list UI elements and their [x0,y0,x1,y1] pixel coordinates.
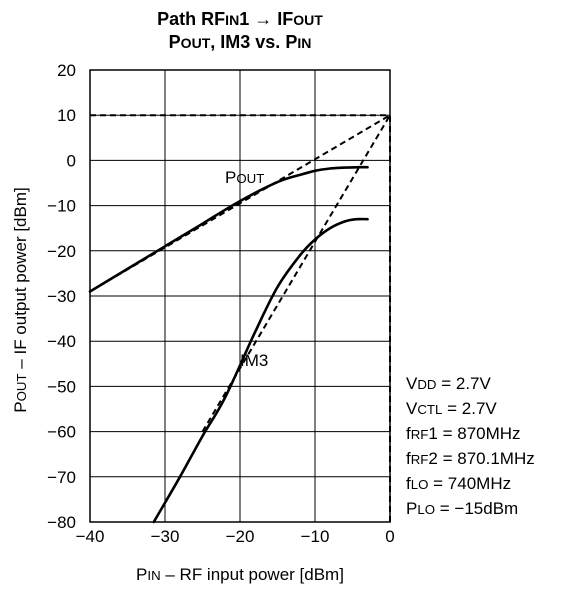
y-tick-label: 0 [67,151,76,170]
series-line-pout [88,165,369,293]
y-tick-labels: −80 −70 −60 −50 −40 −30 −20 −10 0 10 20 [47,61,76,532]
condition-text: fLO = 740MHz [406,474,511,493]
y-tick-label: −70 [47,468,76,487]
condition-text: fRF1 = 870MHz [406,424,521,443]
x-tick-label: −10 [301,527,330,546]
test-conditions: VDD = 2.7V VCTL = 2.7V fRF1 = 870MHz fRF2 =… [406,374,535,518]
grid [90,70,390,522]
condition-text: VDD = 2.7V [406,374,491,393]
x-axis-label: PIN – RF input power [dBm] [136,565,344,584]
y-tick-label: −60 [47,423,76,442]
axis-labels: PIN – RF input power [dBm] POUT – IF outp… [11,187,344,584]
y-tick-label: −40 [47,332,76,351]
y-tick-label: 10 [57,106,76,125]
y-tick-label: −30 [47,287,76,306]
y-tick-label: −80 [47,513,76,532]
series-labels: POUT IM3 [225,168,268,370]
x-tick-labels: −40 −30 −20 −10 0 [76,527,395,546]
condition-text: fRF2 = 870.1MHz [406,449,535,468]
reference-line [89,114,391,293]
x-tick-label: −30 [151,527,180,546]
y-tick-label: −10 [47,197,76,216]
y-tick-label: −50 [47,377,76,396]
series-label: POUT [225,168,264,187]
y-axis-label: POUT – IF output power [dBm] [11,187,30,412]
x-tick-label: 0 [385,527,394,546]
plot-frame [89,69,391,523]
x-tick-label: −20 [226,527,255,546]
series-lines [88,165,369,524]
chart-title-line: Path RFIN1 → IFOUT [157,9,323,29]
chart-title: Path RFIN1 → IFOUT POUT, IM3 vs. PIN [157,9,323,52]
condition-text: PLO = −15dBm [406,499,518,518]
chart-title-line: POUT, IM3 vs. PIN [169,32,312,52]
condition-text: VCTL = 2.7V [406,399,497,418]
y-tick-label: −20 [47,242,76,261]
series-label: IM3 [240,351,268,370]
series-line-im3 [152,217,369,524]
y-tick-label: 20 [57,61,76,80]
x-tick-label: −40 [76,527,105,546]
